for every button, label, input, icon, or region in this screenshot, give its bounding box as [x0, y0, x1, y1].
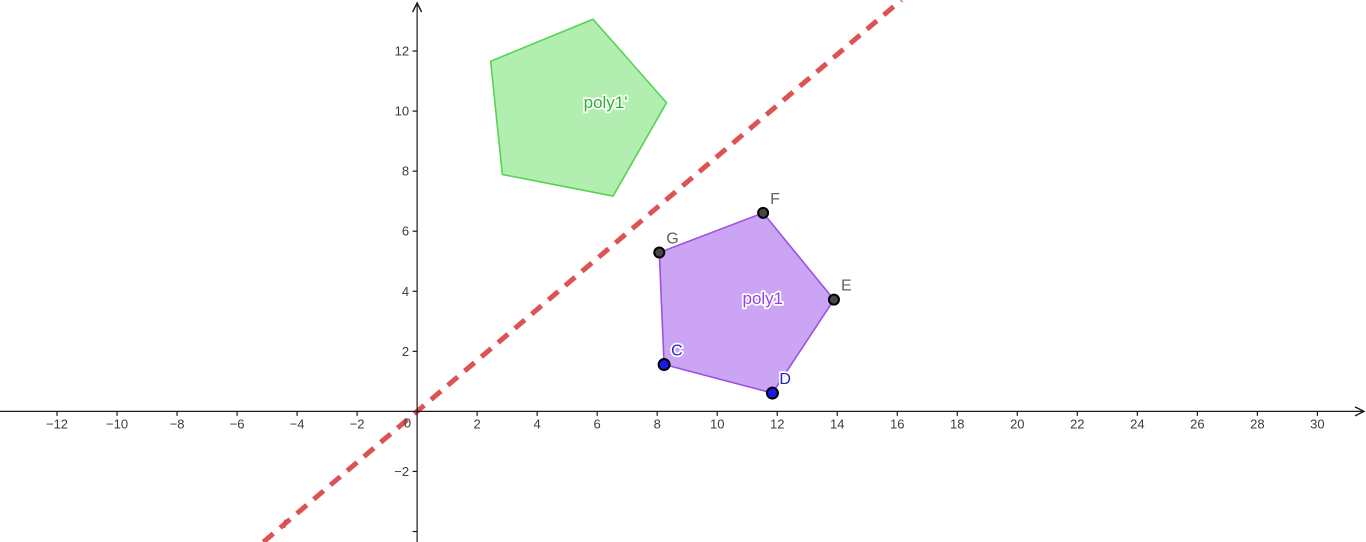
y-tick-label: 12: [395, 44, 409, 59]
x-tick-label: 14: [830, 416, 844, 431]
x-tick-label: 12: [770, 416, 784, 431]
y-tick-label: 8: [402, 164, 409, 179]
point-label-C[interactable]: C: [669, 341, 684, 362]
x-tick-label: 26: [1190, 416, 1204, 431]
point-E[interactable]: [827, 293, 840, 306]
x-tick-label: 24: [1130, 416, 1144, 431]
x-tick-label: −6: [230, 416, 245, 431]
x-tick-label: 10: [710, 416, 724, 431]
x-tick-label: 16: [890, 416, 904, 431]
x-tick-label: −8: [170, 416, 185, 431]
point-label-D[interactable]: D: [778, 369, 793, 390]
x-tick-label: 22: [1070, 416, 1084, 431]
y-tick-label: 4: [402, 284, 409, 299]
x-tick-label: 28: [1250, 416, 1264, 431]
x-tick-label: 4: [534, 416, 541, 431]
point-label-G[interactable]: G: [665, 229, 681, 250]
x-tick-label: 8: [654, 416, 661, 431]
y-tick-label: 2: [402, 344, 409, 359]
x-tick-label: −10: [106, 416, 128, 431]
x-axis-arrow-icon: [1354, 406, 1366, 417]
point-C[interactable]: [657, 358, 671, 372]
point-label-E[interactable]: E: [839, 276, 853, 297]
origin-label: 0: [404, 415, 411, 430]
reflection-line-r[interactable]: [261, 0, 903, 542]
point-D[interactable]: [765, 386, 779, 400]
x-tick-label: 2: [474, 416, 481, 431]
line-r-label[interactable]: r: [283, 515, 289, 532]
poly1prime-polygon[interactable]: [489, 18, 668, 197]
poly1-polygon[interactable]: [658, 211, 835, 394]
x-tick-label: 20: [1010, 416, 1024, 431]
x-tick-label: 6: [594, 416, 601, 431]
y-tick-label: 6: [402, 224, 409, 239]
point-label-F[interactable]: F: [768, 189, 782, 210]
poly1prime-label[interactable]: poly1': [582, 91, 629, 114]
x-tick-label: −2: [350, 416, 365, 431]
point-F[interactable]: [757, 206, 770, 219]
poly1-label[interactable]: poly1: [741, 287, 785, 310]
x-tick-label: 30: [1310, 416, 1324, 431]
point-G[interactable]: [653, 246, 666, 259]
y-tick-label: −2: [394, 464, 409, 479]
x-tick-label: −12: [46, 416, 68, 431]
y-tick-label: 10: [395, 104, 409, 119]
y-axis-arrow-icon: [411, 1, 423, 13]
x-tick-label: −4: [290, 416, 305, 431]
x-tick-label: 18: [950, 416, 964, 431]
